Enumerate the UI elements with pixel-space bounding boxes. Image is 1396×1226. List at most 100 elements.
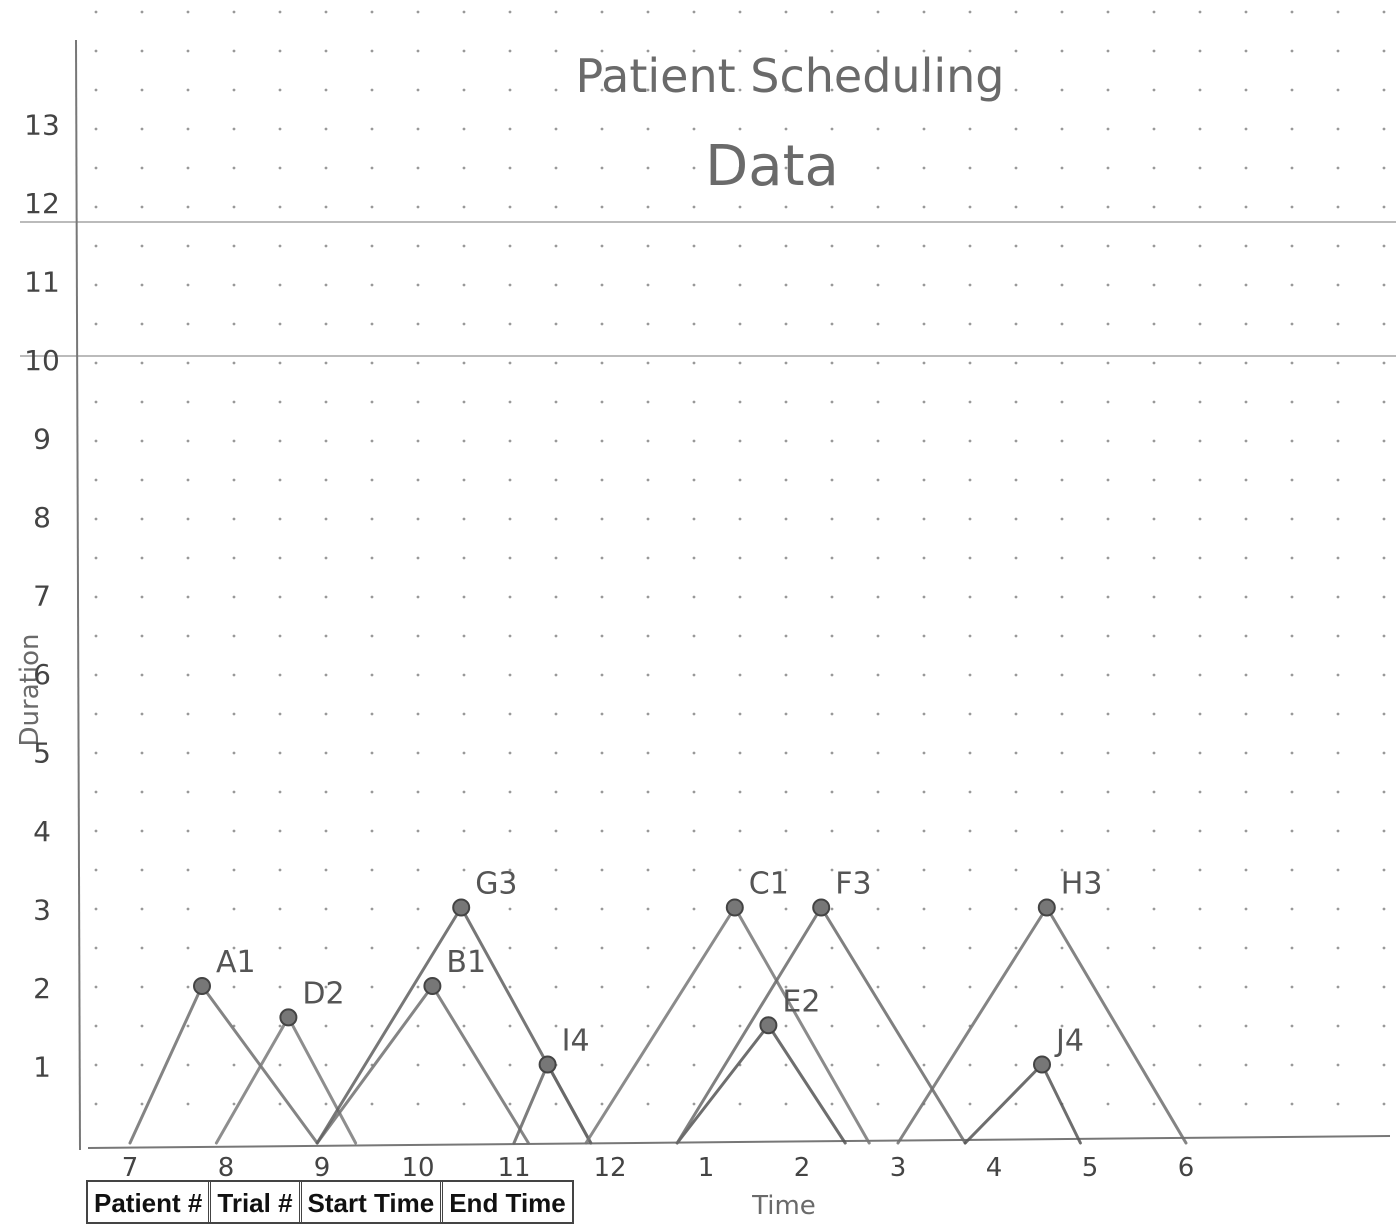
grid-dot: [1336, 88, 1340, 92]
grid-dot: [1290, 361, 1294, 365]
grid-dot: [1336, 712, 1340, 716]
grid-dot: [830, 205, 834, 209]
grid-dot: [830, 283, 834, 287]
series-layer: A1 D2 B1 G3 I4 C1 E2 F3 H3 J4: [128, 867, 1188, 1145]
grid-dot: [554, 166, 558, 170]
grid-dot: [508, 322, 512, 326]
grid-dot: [830, 1063, 834, 1067]
header-patient-number: Patient #: [94, 1188, 203, 1218]
grid-dot: [968, 1063, 972, 1067]
grid-dot: [1014, 634, 1018, 638]
grid-dot: [1060, 556, 1064, 560]
grid-dot: [186, 205, 190, 209]
grid-dot: [232, 10, 236, 14]
grid-dot: [278, 244, 282, 248]
grid-dot: [784, 946, 788, 950]
grid-dot: [232, 400, 236, 404]
grid-dot: [278, 790, 282, 794]
grid-dot: [416, 829, 420, 833]
grid-dot: [508, 595, 512, 599]
grid-dot: [692, 673, 696, 677]
grid-dot: [876, 634, 880, 638]
grid-dot: [1014, 907, 1018, 911]
grid-dot: [600, 400, 604, 404]
peak-marker: [812, 898, 831, 917]
grid-dot: [922, 400, 926, 404]
grid-dot: [830, 49, 834, 53]
grid-dot: [324, 1024, 328, 1028]
grid-dot: [1152, 556, 1156, 560]
grid-dot: [830, 322, 834, 326]
chart-subtitle: Data: [705, 134, 839, 199]
grid-dot: [462, 244, 466, 248]
grid-dot: [1244, 946, 1248, 950]
grid-dot: [416, 595, 420, 599]
grid-dot: [1290, 712, 1294, 716]
grid-dot: [600, 868, 604, 872]
peak-marker: [1033, 1055, 1051, 1074]
series-line: [315, 984, 530, 1145]
grid-dot: [1152, 1102, 1156, 1106]
grid-dot: [1106, 49, 1110, 53]
grid-dot: [922, 517, 926, 521]
grid-dot: [508, 673, 512, 677]
grid-dot: [94, 829, 98, 833]
grid-dot: [1014, 244, 1018, 248]
grid-dot: [140, 400, 144, 404]
grid-dot: [416, 634, 420, 638]
grid-dot: [508, 478, 512, 482]
grid-dot: [1290, 10, 1294, 14]
grid-dot: [462, 595, 466, 599]
grid-dot: [784, 283, 788, 287]
schedule-table-header: Patient # Trial # Start Time End Time: [86, 1180, 574, 1224]
grid-dot: [1244, 673, 1248, 677]
grid-dot: [738, 829, 742, 833]
grid-dot: [876, 166, 880, 170]
grid-dot: [416, 673, 420, 677]
grid-dot: [968, 673, 972, 677]
grid-dot: [278, 868, 282, 872]
x-tick-labels: 7 8 9 10 11 12 1 2 3 4 5 6: [122, 1153, 1195, 1183]
grid-dot: [1290, 673, 1294, 677]
grid-dot: [1198, 244, 1202, 248]
grid-dot: [370, 10, 374, 14]
grid-dot: [232, 829, 236, 833]
grid-dot: [1198, 673, 1202, 677]
grid-dot: [370, 127, 374, 131]
x-axis-label: Time: [751, 1191, 816, 1221]
grid-dot: [968, 400, 972, 404]
grid-dot: [94, 361, 98, 365]
grid-dot: [554, 868, 558, 872]
grid-dot: [1244, 634, 1248, 638]
peak-marker: [193, 977, 211, 995]
grid-dot: [1244, 712, 1248, 716]
grid-dot: [278, 673, 282, 677]
grid-dot: [600, 283, 604, 287]
x-tick-label: 5: [1082, 1153, 1099, 1183]
grid-dot: [692, 400, 696, 404]
grid-dot: [94, 322, 98, 326]
x-tick-label: 6: [1178, 1153, 1195, 1183]
grid-dot: [692, 907, 696, 911]
grid-dot: [140, 478, 144, 482]
grid-dot: [1060, 1024, 1064, 1028]
grid-dot: [324, 595, 328, 599]
grid-dot: [1198, 985, 1202, 989]
x-tick-label: 3: [890, 1153, 907, 1183]
grid-dot: [1152, 790, 1156, 794]
grid-dot: [830, 244, 834, 248]
grid-dot: [554, 634, 558, 638]
x-tick-label: 7: [122, 1153, 139, 1183]
grid-dot: [324, 88, 328, 92]
grid-dot: [94, 985, 98, 989]
grid-dot: [94, 49, 98, 53]
grid-dot: [1290, 244, 1294, 248]
grid-dot: [416, 49, 420, 53]
grid-dot: [1198, 790, 1202, 794]
grid-dot: [646, 946, 650, 950]
grid-dot: [462, 10, 466, 14]
grid-dot: [1014, 673, 1018, 677]
grid-dot: [94, 88, 98, 92]
grid-dot: [1382, 205, 1386, 209]
x-tick-label: 11: [497, 1153, 530, 1183]
